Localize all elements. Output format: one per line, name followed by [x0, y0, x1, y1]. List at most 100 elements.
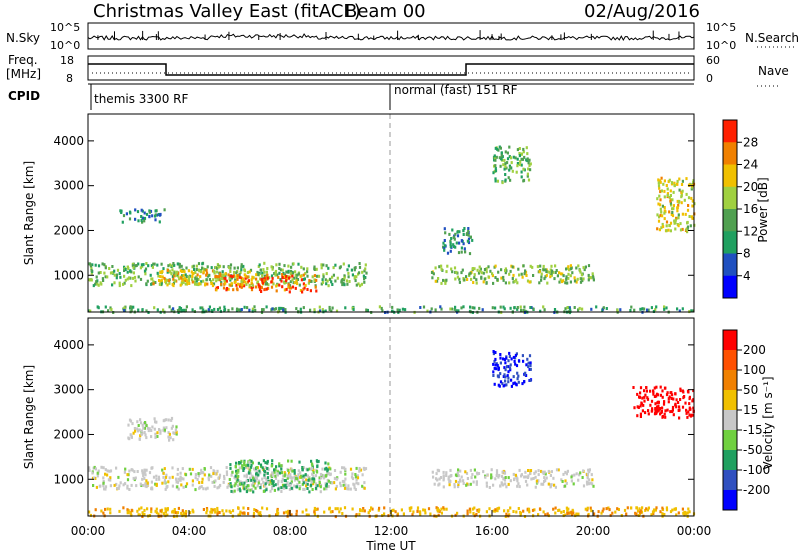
- velocity-cell: [636, 405, 639, 409]
- velocity-cell: [241, 464, 244, 468]
- power-cell: [170, 308, 173, 312]
- velocity-cell: [272, 484, 275, 488]
- power-cell: [669, 221, 673, 225]
- power-cell: [504, 173, 507, 176]
- velocity-cell: [432, 475, 435, 479]
- power-cell: [90, 271, 93, 275]
- power-cell: [332, 266, 335, 270]
- power-cell: [520, 170, 523, 174]
- power-cell: [568, 306, 571, 310]
- power-cell: [338, 266, 341, 270]
- power-cell: [314, 285, 317, 289]
- power-cell: [639, 307, 642, 311]
- colorbar-segment: [723, 186, 737, 210]
- power-cell: [154, 209, 157, 213]
- velocity-cell: [433, 482, 436, 486]
- velocity-cell: [686, 511, 689, 515]
- velocity-cell: [277, 479, 280, 483]
- power-cell: [257, 265, 260, 268]
- velocity-cell: [359, 468, 363, 472]
- power-cell: [210, 282, 213, 285]
- power-cell: [578, 306, 581, 310]
- power-cell: [229, 274, 232, 278]
- velocity-cell: [325, 466, 328, 470]
- velocity-cell: [512, 375, 515, 379]
- power-cell: [527, 167, 530, 171]
- power-cell: [657, 181, 660, 185]
- power-cell: [197, 268, 200, 272]
- velocity-cell: [639, 415, 642, 418]
- power-cell: [629, 309, 632, 312]
- velocity-cell: [402, 512, 405, 516]
- power-cell: [135, 264, 138, 267]
- velocity-cell: [419, 510, 422, 514]
- power-cell: [518, 163, 521, 167]
- velocity-cell: [537, 479, 540, 483]
- power-cell: [527, 161, 530, 165]
- power-cell: [487, 265, 490, 269]
- velocity-cell: [288, 511, 291, 515]
- velocity-cell: [449, 474, 452, 478]
- power-cell: [109, 306, 112, 310]
- colorbar-segment: [723, 142, 737, 165]
- power-cell: [569, 308, 572, 312]
- y-tick-label: 2000: [53, 427, 84, 441]
- power-cell: [283, 288, 286, 292]
- power-cell: [328, 305, 331, 309]
- velocity-cell: [109, 484, 112, 488]
- velocity-cell: [148, 427, 151, 431]
- velocity-cell: [504, 482, 507, 486]
- power-cell: [473, 306, 476, 310]
- velocity-cell: [145, 485, 148, 489]
- power-cell: [180, 281, 183, 285]
- nsky-label: N.Sky: [6, 31, 40, 45]
- velocity-cell: [236, 488, 239, 492]
- power-cell: [565, 275, 568, 279]
- cpid-mode-1: themis 3300 RF: [94, 92, 188, 106]
- power-cell: [283, 264, 286, 268]
- power-cell: [551, 269, 554, 273]
- power-cell: [205, 273, 208, 277]
- velocity-cell: [351, 472, 354, 476]
- velocity-cell: [454, 513, 457, 517]
- velocity-cell: [643, 399, 646, 403]
- velocity-cell: [94, 467, 97, 471]
- velocity-cell: [492, 362, 495, 366]
- velocity-cell: [305, 513, 308, 517]
- power-cell: [327, 266, 330, 270]
- power-cell: [178, 265, 181, 269]
- velocity-cell: [145, 424, 148, 428]
- velocity-cell: [141, 469, 144, 473]
- power-cell: [573, 276, 576, 280]
- velocity-cell: [638, 507, 641, 511]
- power-cell: [565, 267, 568, 271]
- velocity-cell: [442, 506, 445, 510]
- velocity-cell: [641, 409, 644, 413]
- velocity-cell: [554, 485, 557, 489]
- power-cell: [672, 190, 675, 194]
- power-cell: [236, 275, 239, 279]
- velocity-cell: [162, 475, 165, 479]
- power-cell: [129, 211, 132, 215]
- velocity-cell: [313, 510, 316, 514]
- power-cell: [663, 217, 666, 221]
- power-cell: [146, 279, 149, 283]
- nave-tick-high: 60: [706, 54, 720, 67]
- power-cell: [690, 187, 693, 191]
- power-cell: [144, 269, 147, 273]
- velocity-cell: [637, 406, 640, 409]
- velocity-cell: [156, 435, 159, 438]
- velocity-cell: [600, 511, 603, 515]
- power-cell: [255, 273, 258, 277]
- velocity-cell: [264, 461, 267, 465]
- power-cell: [675, 217, 678, 220]
- power-cell: [478, 265, 481, 269]
- velocity-cell: [102, 480, 105, 483]
- velocity-cell: [447, 475, 450, 479]
- power-cell: [127, 267, 130, 270]
- velocity-cell: [575, 472, 578, 476]
- power-cell: [500, 154, 503, 158]
- velocity-cell: [477, 510, 480, 514]
- power-cell: [196, 273, 199, 277]
- velocity-cell: [324, 482, 327, 486]
